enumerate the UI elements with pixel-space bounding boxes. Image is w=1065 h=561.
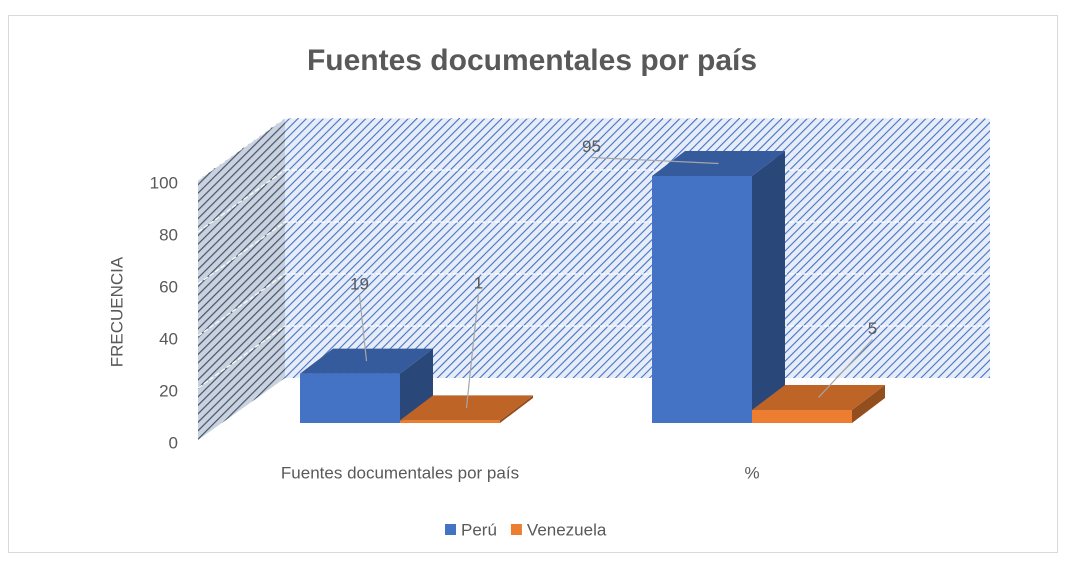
y-tick-label: 80 bbox=[159, 225, 178, 244]
bar-side bbox=[752, 151, 785, 423]
grid-line bbox=[197, 273, 286, 337]
x-tick-label: Fuentes documentales por país bbox=[281, 463, 519, 482]
legend-swatch bbox=[445, 524, 456, 535]
side-wall bbox=[198, 118, 285, 440]
y-tick-label: 60 bbox=[159, 277, 178, 296]
bar-side bbox=[852, 385, 885, 423]
y-tick-label: 0 bbox=[169, 433, 178, 452]
y-tick-label: 100 bbox=[150, 173, 178, 192]
grid-line bbox=[197, 117, 286, 181]
bar bbox=[652, 151, 785, 423]
data-label: 5 bbox=[868, 319, 877, 338]
bar-front bbox=[400, 420, 500, 423]
bar-front bbox=[652, 176, 752, 423]
bar-side bbox=[500, 395, 533, 423]
bar bbox=[752, 385, 885, 423]
x-tick-label: % bbox=[744, 463, 759, 482]
grid-line bbox=[197, 169, 286, 233]
legend-label: Perú bbox=[461, 520, 497, 539]
legend-swatch bbox=[510, 524, 522, 535]
chart-title: Fuentes documentales por país bbox=[307, 44, 757, 77]
grid-line bbox=[197, 221, 286, 285]
y-tick-label: 40 bbox=[159, 329, 178, 348]
bar-front bbox=[752, 410, 852, 423]
back-wall bbox=[285, 118, 990, 378]
data-label: 1 bbox=[474, 273, 483, 292]
grid-line bbox=[197, 325, 286, 389]
leader-line bbox=[358, 295, 368, 362]
leader-line bbox=[818, 339, 873, 398]
leader-line bbox=[465, 293, 480, 408]
y-axis-title: FRECUENCIA bbox=[107, 256, 126, 367]
data-label: 95 bbox=[582, 137, 601, 156]
bar bbox=[300, 348, 433, 423]
bar-front bbox=[300, 373, 400, 423]
data-label: 19 bbox=[350, 275, 369, 294]
leader-line bbox=[591, 156, 719, 165]
y-tick-label: 20 bbox=[159, 381, 178, 400]
bar-side bbox=[400, 348, 433, 423]
legend-label: Venezuela bbox=[527, 520, 607, 539]
